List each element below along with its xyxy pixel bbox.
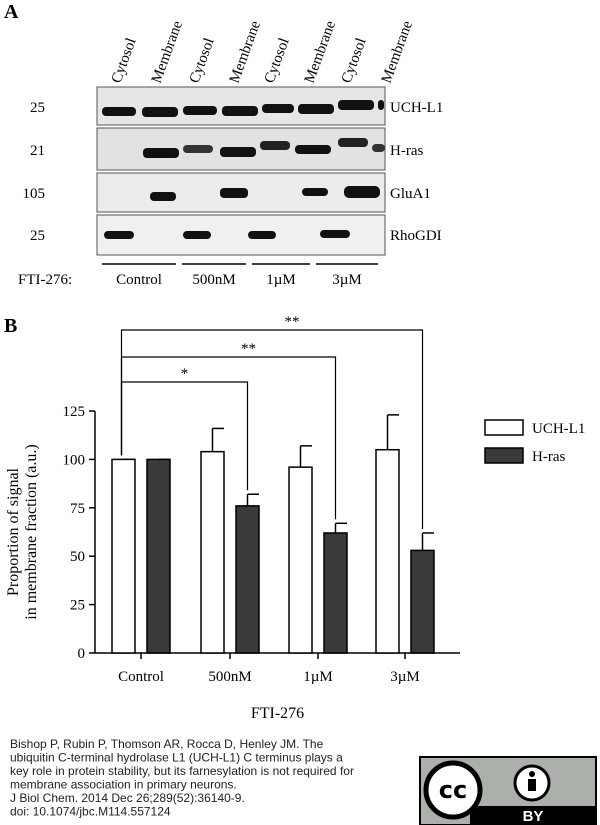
citation: Bishop P, Rubin P, Thomson AR, Rocca D, …: [10, 737, 354, 819]
bar: [410, 549, 435, 654]
citation-line: Bishop P, Rubin P, Thomson AR, Rocca D, …: [10, 737, 324, 751]
license-text: BY: [523, 808, 544, 825]
y-tick-label: 0: [78, 646, 86, 662]
license-badge: cc BY: [419, 756, 597, 825]
band: [260, 141, 290, 150]
y-axis-label: in membrane fraction (a.u.): [23, 444, 40, 619]
legend-swatch: [484, 419, 524, 436]
band: [142, 107, 178, 117]
band: [248, 231, 276, 239]
band: [102, 107, 136, 116]
bar: [111, 458, 136, 654]
y-tick-label: 50: [70, 549, 85, 565]
x-tick-label: 1µM: [303, 669, 332, 685]
mw-label: 21: [30, 143, 45, 159]
treatment-label: FTI-276:: [18, 272, 72, 288]
band: [344, 186, 380, 198]
lane-label: Membrane: [379, 19, 416, 86]
significance-bracket: [120, 381, 249, 491]
blots: [96, 86, 386, 256]
cc-text: cc: [439, 776, 467, 804]
significance-label: **: [241, 341, 256, 357]
mw-label: 25: [30, 100, 45, 116]
lane-label: Cytosol: [339, 36, 370, 85]
protein-label: UCH-L1: [390, 100, 443, 116]
band: [150, 192, 176, 201]
y-tick-label: 75: [70, 501, 85, 517]
panel-label: A: [4, 1, 19, 23]
y-tick-label: 100: [63, 452, 86, 468]
band: [143, 148, 179, 158]
band: [320, 230, 350, 238]
band: [183, 106, 217, 115]
x-tick-label: 3µM: [390, 669, 419, 685]
y-tick-label: 125: [63, 404, 86, 420]
citation-line: membrane association in primary neurons.: [10, 778, 237, 792]
protein-label: H-ras: [390, 143, 423, 159]
band: [372, 144, 385, 152]
group-label: Control: [116, 272, 162, 288]
group-label: 1µM: [266, 272, 295, 288]
mw-label: 105: [23, 186, 46, 202]
citation-line: doi: 10.1074/jbc.M114.557124: [10, 805, 171, 819]
bar: [375, 448, 400, 654]
band: [298, 104, 334, 114]
y-axis-label: Proportion of signal: [5, 467, 22, 596]
band: [262, 104, 294, 113]
legend-swatch: [484, 447, 524, 464]
protein-label: GluA1: [390, 186, 431, 202]
band: [378, 100, 384, 110]
band: [183, 145, 213, 153]
x-tick-label: Control: [118, 669, 164, 685]
row-labels: 25 UCH-L1 21 H-ras 105 GluA1 25 RhoGDI: [23, 100, 444, 244]
treatment-groups: FTI-276: Control 500nM 1µM 3µM: [18, 263, 378, 288]
x-axis-label: FTI-276: [251, 705, 304, 722]
bar: [200, 450, 225, 654]
bar: [235, 505, 260, 654]
citation-line: J Biol Chem. 2014 Dec 26;289(52):36140-9…: [10, 791, 245, 805]
legend-label: UCH-L1: [532, 421, 585, 437]
band: [104, 231, 134, 239]
panel-label: B: [4, 315, 17, 337]
band: [220, 147, 256, 157]
lane-label: Cytosol: [109, 36, 140, 85]
mw-label: 25: [30, 228, 45, 244]
protein-label: RhoGDI: [390, 228, 442, 244]
band: [302, 188, 328, 196]
band: [338, 100, 374, 110]
cc-icon: [423, 760, 483, 820]
bar-chart: 0 25 50 75 100 125 Control 500nM 1µM 3µM FTI-276 Pr…: [5, 314, 585, 722]
lane-label: Membrane: [227, 19, 264, 86]
by-head: [529, 771, 535, 777]
band: [222, 106, 258, 116]
citation-line: ubiquitin C-terminal hydrolase L1 (UCH-L…: [10, 751, 343, 765]
badge-strip: [470, 806, 596, 825]
band: [220, 188, 248, 198]
by-body: [528, 779, 536, 791]
bands: [102, 100, 385, 239]
lane-label: Membrane: [149, 19, 186, 86]
bar: [323, 532, 348, 654]
group-label: 500nM: [192, 272, 235, 288]
significance-bracket: [120, 329, 424, 529]
lane-label: Cytosol: [262, 36, 293, 85]
x-tick-label: 500nM: [208, 669, 251, 685]
band: [338, 138, 368, 147]
legend-label: H-ras: [532, 449, 565, 465]
band: [183, 231, 211, 239]
lane-label: Cytosol: [187, 36, 218, 85]
significance-label: *: [181, 366, 189, 382]
y-tick-label: 25: [70, 598, 85, 614]
band: [295, 145, 331, 154]
group-label: 3µM: [332, 272, 361, 288]
bar: [288, 466, 313, 654]
citation-line: key role in protein stability, but its f…: [10, 764, 354, 778]
significance-label: **: [285, 314, 300, 330]
lane-label: Membrane: [302, 19, 339, 86]
bar: [146, 458, 171, 654]
